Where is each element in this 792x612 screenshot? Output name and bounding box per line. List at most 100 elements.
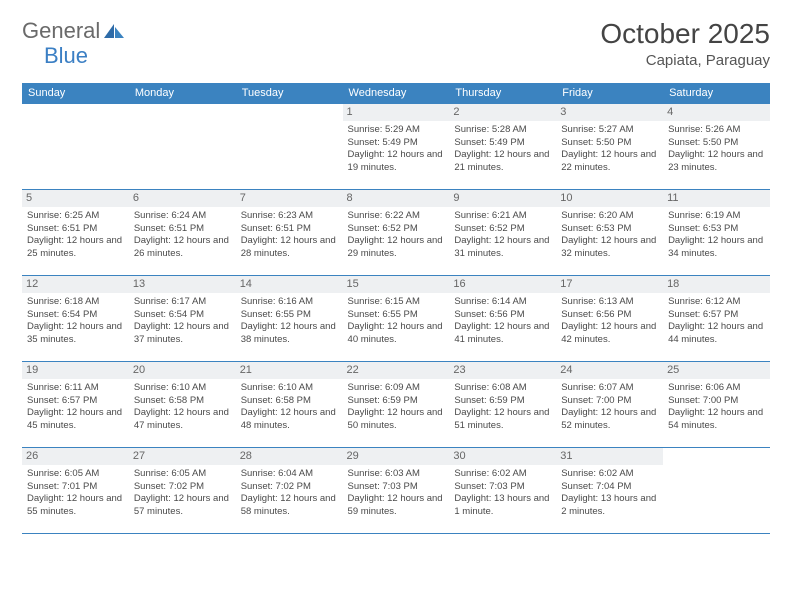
daylight-line: Daylight: 12 hours and 55 minutes.	[27, 493, 122, 517]
day-details: Sunrise: 6:10 AMSunset: 6:58 PMDaylight:…	[241, 382, 338, 433]
sunrise-line: Sunrise: 6:13 AM	[561, 296, 633, 307]
sunset-line: Sunset: 6:59 PM	[454, 395, 524, 406]
day-number: 15	[343, 276, 450, 293]
calendar-day-cell	[236, 104, 343, 190]
sunrise-line: Sunrise: 5:29 AM	[348, 124, 420, 135]
weekday-header: Thursday	[449, 83, 556, 104]
day-number: 25	[663, 362, 770, 379]
day-details: Sunrise: 6:02 AMSunset: 7:03 PMDaylight:…	[454, 468, 551, 519]
weekday-header: Saturday	[663, 83, 770, 104]
sunset-line: Sunset: 6:53 PM	[561, 223, 631, 234]
calendar-day-cell: 23 Sunrise: 6:08 AM Sunset: 6:59 PMDayligh…	[449, 362, 556, 448]
calendar-day-cell: 12Sunrise: 6:18 AMSunset: 6:54 PMDayligh…	[22, 276, 129, 362]
day-details: Sunrise: 6:07 AMSunset: 7:00 PMDaylight:…	[561, 382, 658, 433]
sunset-line: Sunset: 7:03 PM	[348, 481, 418, 492]
month-title: October 2025	[600, 18, 770, 50]
day-details: Sunrise: 6:20 AMSunset: 6:53 PMDaylight:…	[561, 210, 658, 261]
sunrise-line: Sunrise: 5:27 AM	[561, 124, 633, 135]
day-number: 13	[129, 276, 236, 293]
sunset-line: Sunset: 5:49 PM	[348, 137, 418, 148]
sunrise-line: Sunrise: 6:04 AM	[241, 468, 313, 479]
sunset-line: Sunset: 6:51 PM	[27, 223, 97, 234]
sunset-line: Sunset: 6:53 PM	[668, 223, 738, 234]
weekday-header: Friday	[556, 83, 663, 104]
sunset-line: Sunset: 6:52 PM	[454, 223, 524, 234]
calendar-day-cell: 3 Sunrise: 5:27 AM Sunset: 5:50 PMDaylight…	[556, 104, 663, 190]
calendar-body: 1Sunrise: 5:29 AMSunset: 5:49 PMDaylight…	[22, 104, 770, 534]
day-details: Sunrise: 6:04 AMSunset: 7:02 PMDaylight:…	[241, 468, 338, 519]
sunset-line: Sunset: 6:52 PM	[348, 223, 418, 234]
calendar-day-cell: 6Sunrise: 6:24 AMSunset: 6:51 PMDaylight…	[129, 190, 236, 276]
day-number: 10	[556, 190, 663, 207]
day-number: 11	[663, 190, 770, 207]
sunrise-line: Sunrise: 5:28 AM	[454, 124, 526, 135]
daylight-line: Daylight: 12 hours and 35 minutes.	[27, 321, 122, 345]
day-details: Sunrise: 6:22 AMSunset: 6:52 PMDaylight:…	[348, 210, 445, 261]
daylight-line: Daylight: 12 hours and 25 minutes.	[27, 235, 122, 259]
calendar-day-cell: 9Sunrise: 6:21 AMSunset: 6:52 PMDaylight…	[449, 190, 556, 276]
day-number: 3	[556, 104, 663, 121]
day-details: Sunrise: 6:05 AMSunset: 7:02 PMDaylight:…	[134, 468, 231, 519]
daylight-line: Daylight: 12 hours and 28 minutes.	[241, 235, 336, 259]
sunset-line: Sunset: 6:56 PM	[454, 309, 524, 320]
calendar-day-cell: 15Sunrise: 6:15 AMSunset: 6:55 PMDayligh…	[343, 276, 450, 362]
sunrise-line: Sunrise: 6:21 AM	[454, 210, 526, 221]
sunrise-line: Sunrise: 6:19 AM	[668, 210, 740, 221]
day-details: Sunrise: 6:16 AMSunset: 6:55 PMDaylight:…	[241, 296, 338, 347]
sunset-line: Sunset: 6:54 PM	[27, 309, 97, 320]
sail-icon	[102, 22, 126, 40]
day-number: 26	[22, 448, 129, 465]
daylight-line: Daylight: 12 hours and 38 minutes.	[241, 321, 336, 345]
calendar-week-row: 1Sunrise: 5:29 AMSunset: 5:49 PMDaylight…	[22, 104, 770, 190]
calendar-day-cell: 30Sunrise: 6:02 AMSunset: 7:03 PMDayligh…	[449, 448, 556, 534]
sunrise-line: Sunrise: 6:25 AM	[27, 210, 99, 221]
title-block: October 2025 Capiata, Paraguay	[600, 18, 770, 69]
day-details: Sunrise: 6:25 AM Sunset: 6:51 PMDaylight:…	[27, 210, 124, 261]
sunset-line: Sunset: 6:55 PM	[348, 309, 418, 320]
day-details: Sunrise: 6:18 AMSunset: 6:54 PMDaylight:…	[27, 296, 124, 347]
sunset-line: Sunset: 6:54 PM	[134, 309, 204, 320]
daylight-line: Daylight: 12 hours and 22 minutes.	[561, 149, 656, 173]
daylight-line: Daylight: 12 hours and 19 minutes.	[348, 149, 443, 173]
daylight-line: Daylight: 12 hours and 51 minutes.	[454, 407, 549, 431]
day-number: 17	[556, 276, 663, 293]
sunset-line: Sunset: 6:51 PM	[134, 223, 204, 234]
day-number: 14	[236, 276, 343, 293]
weekday-header: Tuesday	[236, 83, 343, 104]
daylight-line: Daylight: 12 hours and 59 minutes.	[348, 493, 443, 517]
sunrise-line: Sunrise: 6:15 AM	[348, 296, 420, 307]
sunrise-line: Sunrise: 6:10 AM	[134, 382, 206, 393]
sunrise-line: Sunrise: 6:08 AM	[454, 382, 526, 393]
sunset-line: Sunset: 5:49 PM	[454, 137, 524, 148]
sunrise-line: Sunrise: 6:05 AM	[134, 468, 206, 479]
day-details: Sunrise: 6:11 AMSunset: 6:57 PMDaylight:…	[27, 382, 124, 433]
daylight-line: Daylight: 12 hours and 48 minutes.	[241, 407, 336, 431]
daylight-line: Daylight: 12 hours and 50 minutes.	[348, 407, 443, 431]
sunset-line: Sunset: 5:50 PM	[561, 137, 631, 148]
sunrise-line: Sunrise: 6:06 AM	[668, 382, 740, 393]
daylight-line: Daylight: 12 hours and 37 minutes.	[134, 321, 229, 345]
day-number: 23	[449, 362, 556, 379]
sunrise-line: Sunrise: 6:24 AM	[134, 210, 206, 221]
sunrise-line: Sunrise: 5:26 AM	[668, 124, 740, 135]
sunrise-line: Sunrise: 6:03 AM	[348, 468, 420, 479]
daylight-line: Daylight: 12 hours and 29 minutes.	[348, 235, 443, 259]
day-number: 1	[343, 104, 450, 121]
sunrise-line: Sunrise: 6:14 AM	[454, 296, 526, 307]
calendar-day-cell	[129, 104, 236, 190]
sunset-line: Sunset: 7:00 PM	[668, 395, 738, 406]
day-number: 22	[343, 362, 450, 379]
calendar-day-cell: 11Sunrise: 6:19 AMSunset: 6:53 PMDayligh…	[663, 190, 770, 276]
day-details: Sunrise: 6:12 AMSunset: 6:57 PMDaylight:…	[668, 296, 765, 347]
sunset-line: Sunset: 5:50 PM	[668, 137, 738, 148]
day-number: 21	[236, 362, 343, 379]
calendar-day-cell	[663, 448, 770, 534]
daylight-line: Daylight: 12 hours and 32 minutes.	[561, 235, 656, 259]
day-details: Sunrise: 6:03 AM Sunset: 7:03 PMDaylight:…	[348, 468, 445, 519]
calendar-week-row: 12Sunrise: 6:18 AMSunset: 6:54 PMDayligh…	[22, 276, 770, 362]
day-details: Sunrise: 6:09 AMSunset: 6:59 PMDaylight:…	[348, 382, 445, 433]
logo: General	[22, 18, 128, 44]
day-number: 6	[129, 190, 236, 207]
logo-text-blue: Blue	[44, 43, 88, 69]
daylight-line: Daylight: 12 hours and 45 minutes.	[27, 407, 122, 431]
